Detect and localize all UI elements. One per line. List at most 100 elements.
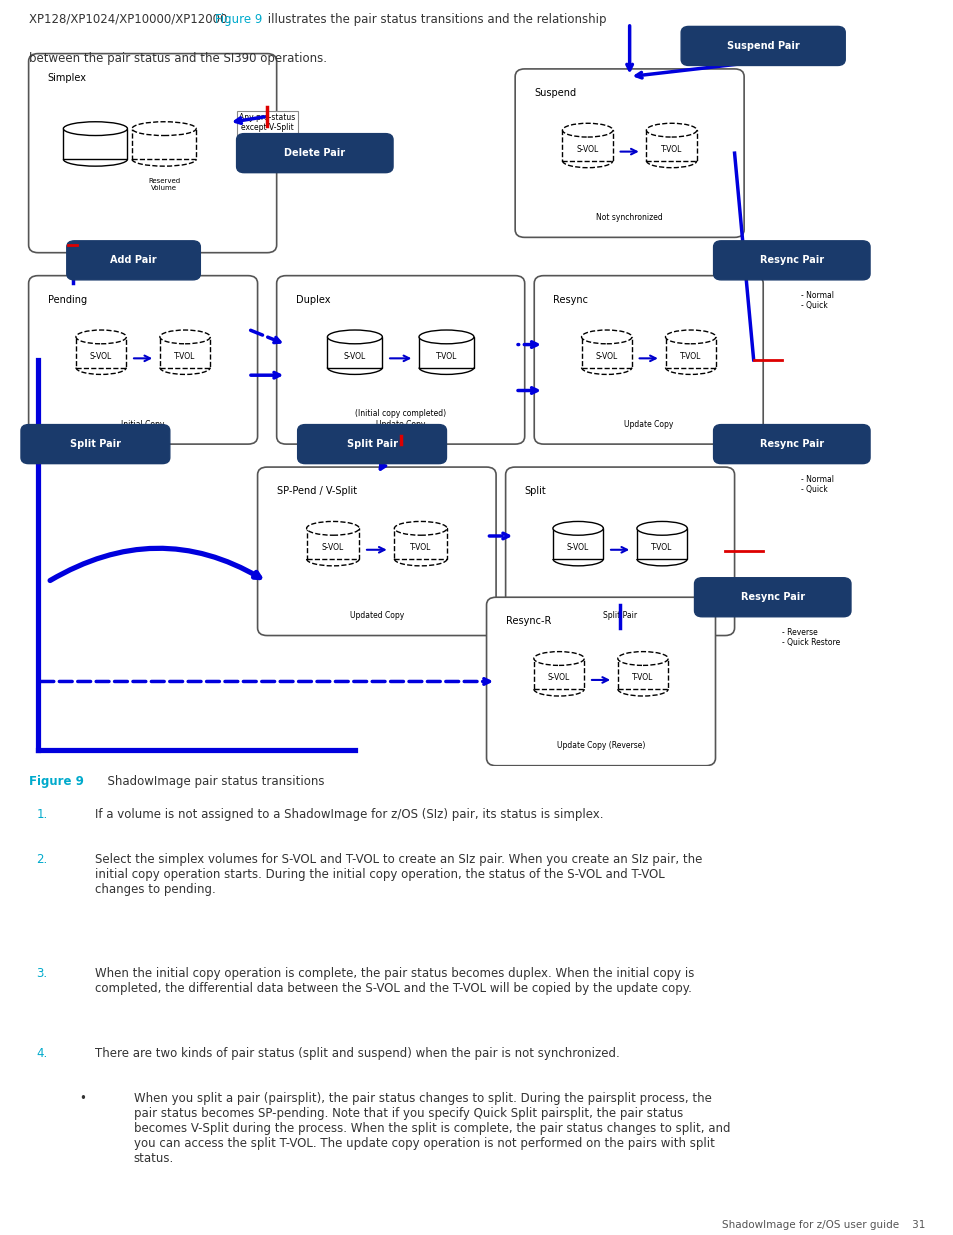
FancyBboxPatch shape [29,53,276,253]
Ellipse shape [132,122,196,136]
Text: Split Pair: Split Pair [602,611,637,620]
Text: S-VOL: S-VOL [547,673,570,682]
Text: There are two kinds of pair status (split and suspend) when the pair is not sync: There are two kinds of pair status (spli… [95,1047,619,1061]
Text: 2.: 2. [36,852,48,866]
Text: S-VOL: S-VOL [321,543,344,552]
Text: T-VOL: T-VOL [410,543,431,552]
FancyBboxPatch shape [694,578,850,616]
FancyBboxPatch shape [680,26,844,65]
Text: S-VOL: S-VOL [343,352,366,361]
FancyBboxPatch shape [505,467,734,636]
FancyBboxPatch shape [297,425,446,463]
Text: - Normal
- Quick: - Normal - Quick [801,474,834,494]
FancyBboxPatch shape [21,425,170,463]
Ellipse shape [76,330,126,343]
FancyBboxPatch shape [236,133,393,173]
Ellipse shape [534,652,583,666]
Text: - Reverse
- Quick Restore: - Reverse - Quick Restore [781,627,840,647]
Text: Initial Copy: Initial Copy [121,420,165,429]
Text: ShadowImage pair status transitions: ShadowImage pair status transitions [100,776,324,788]
FancyBboxPatch shape [515,69,743,237]
Bar [665,337,715,368]
Text: illustrates the pair status transitions and the relationship: illustrates the pair status transitions … [264,14,606,26]
FancyBboxPatch shape [713,241,869,280]
Text: 3.: 3. [36,967,48,981]
FancyBboxPatch shape [713,425,869,463]
Text: S-VOL: S-VOL [90,352,112,361]
Ellipse shape [646,124,696,137]
Text: When the initial copy operation is complete, the pair status becomes duplex. Whe: When the initial copy operation is compl… [95,967,694,995]
Text: Split Pair: Split Pair [346,440,397,450]
Text: T-VOL: T-VOL [174,352,195,361]
Text: T-VOL: T-VOL [632,673,653,682]
Bar [581,337,631,368]
Text: Reserved
Volume: Reserved Volume [148,178,180,191]
Text: T-VOL: T-VOL [660,144,681,154]
FancyBboxPatch shape [276,275,524,445]
Text: Resync Pair: Resync Pair [759,440,823,450]
Bar [418,337,474,368]
Text: Split: Split [524,487,546,496]
Ellipse shape [553,521,602,535]
Text: Simplex: Simplex [48,73,87,83]
Text: Split Pair: Split Pair [70,440,121,450]
Text: Updated Copy: Updated Copy [350,611,403,620]
Ellipse shape [618,652,667,666]
Bar [327,337,382,368]
Text: 1.: 1. [36,808,48,821]
Bar [562,130,612,161]
Text: Update Copy: Update Copy [623,420,673,429]
Text: Delete Pair: Delete Pair [284,148,345,158]
Text: SP-Pend / V-Split: SP-Pend / V-Split [276,487,356,496]
Text: Resync: Resync [553,295,588,305]
Bar [394,529,447,559]
Bar [132,128,196,159]
Text: Update Copy (Reverse): Update Copy (Reverse) [557,741,644,751]
Text: Not synchronized: Not synchronized [596,214,662,222]
Text: 4.: 4. [36,1047,48,1061]
Text: T-VOL: T-VOL [651,543,672,552]
FancyBboxPatch shape [67,241,200,280]
Ellipse shape [581,330,631,343]
Ellipse shape [327,330,382,343]
Bar [646,130,696,161]
Text: Resync-R: Resync-R [505,616,551,626]
Text: Any pre-status
except V-Split: Any pre-status except V-Split [239,112,294,132]
Ellipse shape [63,122,128,136]
FancyBboxPatch shape [486,598,715,766]
Text: S-VOL: S-VOL [595,352,618,361]
Text: S-VOL: S-VOL [576,144,598,154]
Text: If a volume is not assigned to a ShadowImage for z/OS (SIz) pair, its status is : If a volume is not assigned to a ShadowI… [95,808,603,821]
FancyBboxPatch shape [29,275,257,445]
Ellipse shape [306,521,359,535]
Ellipse shape [665,330,715,343]
FancyBboxPatch shape [534,275,762,445]
Text: ShadowImage for z/OS user guide    31: ShadowImage for z/OS user guide 31 [721,1220,924,1230]
Text: Select the simplex volumes for S-VOL and T-VOL to create an SIz pair. When you c: Select the simplex volumes for S-VOL and… [95,852,702,895]
Bar [160,337,210,368]
Ellipse shape [637,521,686,535]
Text: Pending: Pending [48,295,87,305]
Text: Suspend Pair: Suspend Pair [726,41,799,51]
Text: S-VOL: S-VOL [566,543,589,552]
Text: Figure 9: Figure 9 [29,776,84,788]
Text: between the pair status and the SI390 operations.: between the pair status and the SI390 op… [29,52,326,65]
Ellipse shape [394,521,447,535]
Text: T-VOL: T-VOL [679,352,700,361]
Text: Resync Pair: Resync Pair [759,256,823,266]
Text: (Initial copy completed)
Update Copy: (Initial copy completed) Update Copy [355,409,446,429]
Bar [637,529,686,559]
Ellipse shape [160,330,210,343]
Bar [618,658,667,689]
Text: Suspend: Suspend [534,88,576,98]
Bar [553,529,602,559]
Text: Resync Pair: Resync Pair [740,593,804,603]
FancyBboxPatch shape [257,467,496,636]
Text: Figure 9: Figure 9 [214,14,262,26]
Text: When you split a pair (pairsplit), the pair status changes to split. During the : When you split a pair (pairsplit), the p… [133,1092,729,1165]
Bar [76,337,126,368]
Text: •: • [79,1092,86,1105]
Bar [534,658,583,689]
Text: Duplex: Duplex [295,295,330,305]
Ellipse shape [562,124,612,137]
